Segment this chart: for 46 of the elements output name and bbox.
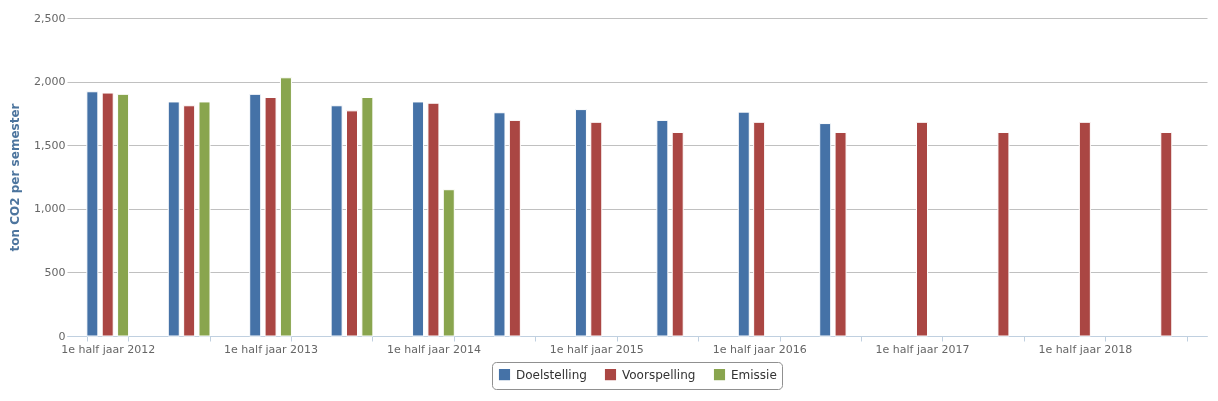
bar xyxy=(574,109,587,337)
bar xyxy=(1160,131,1173,337)
y-tick-label: 0 xyxy=(58,329,66,343)
bar xyxy=(590,121,603,337)
bar xyxy=(997,131,1010,337)
bar xyxy=(279,77,292,337)
y-axis-title: ton CO2 per semester xyxy=(8,103,23,252)
y-tick-label: 1,500 xyxy=(34,138,66,152)
bar xyxy=(346,110,358,337)
bar xyxy=(167,101,180,337)
bar xyxy=(442,189,455,337)
bar xyxy=(819,123,832,337)
bar xyxy=(183,105,196,337)
legend-label: Doelstelling xyxy=(516,367,587,382)
bar xyxy=(671,131,684,337)
bar xyxy=(249,93,262,337)
bar xyxy=(86,91,99,337)
bar xyxy=(1078,121,1091,337)
x-tick-label: 1e half jaar 2015 xyxy=(549,342,644,356)
x-tick-label: 1e half jaar 2018 xyxy=(1038,342,1133,356)
x-tick-label: 1e half jaar 2017 xyxy=(875,342,970,356)
bar xyxy=(656,119,669,337)
legend-label: Emissie xyxy=(731,367,777,382)
bar xyxy=(264,97,277,337)
bar xyxy=(753,121,766,337)
y-tick-label: 2,500 xyxy=(34,11,66,25)
bar xyxy=(101,92,114,337)
bar xyxy=(493,112,506,337)
x-tick-label: 1e half jaar 2014 xyxy=(386,342,481,356)
x-tick-label: 1e half jaar 2013 xyxy=(224,342,319,356)
legend-label: Voorspelling xyxy=(622,367,696,382)
bar xyxy=(361,97,374,337)
x-tick-label: 1e half jaar 2016 xyxy=(712,342,807,356)
y-tick-label: 1,000 xyxy=(34,202,66,216)
y-tick-label: 500 xyxy=(44,265,66,279)
bar xyxy=(427,102,440,337)
y-tick-label: 2,000 xyxy=(34,75,66,89)
x-tick-label: 1e half jaar 2012 xyxy=(61,342,156,356)
bar xyxy=(330,105,343,337)
bar xyxy=(198,101,211,337)
bar xyxy=(508,119,521,337)
bar xyxy=(737,111,750,337)
bar xyxy=(117,93,130,337)
bar xyxy=(916,121,928,337)
bar xyxy=(834,131,847,337)
bar xyxy=(412,101,425,337)
